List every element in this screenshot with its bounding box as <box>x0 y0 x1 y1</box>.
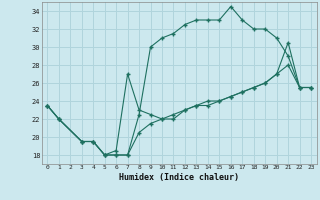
X-axis label: Humidex (Indice chaleur): Humidex (Indice chaleur) <box>119 173 239 182</box>
